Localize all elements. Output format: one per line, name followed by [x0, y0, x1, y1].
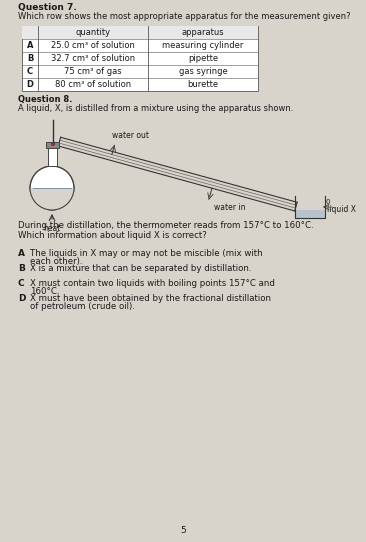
Circle shape [30, 166, 74, 210]
Text: pipette: pipette [188, 54, 218, 63]
Text: of petroleum (crude oil).: of petroleum (crude oil). [30, 302, 135, 311]
Text: A liquid, X, is distilled from a mixture using the apparatus shown.: A liquid, X, is distilled from a mixture… [18, 104, 294, 113]
Text: Question 7.: Question 7. [18, 3, 77, 12]
Bar [45, 142, 59, 148]
Text: 32.7 cm³ of solution: 32.7 cm³ of solution [51, 54, 135, 63]
Text: Question 8.: Question 8. [18, 95, 72, 104]
Text: 160°C.: 160°C. [30, 287, 60, 296]
Text: The liquids in X may or may not be miscible (mix with: The liquids in X may or may not be misci… [30, 249, 263, 258]
Text: burette: burette [187, 80, 219, 89]
Bar [295, 210, 325, 218]
Text: gas syringe: gas syringe [179, 67, 227, 76]
Text: heat: heat [43, 224, 61, 233]
Text: 0: 0 [326, 199, 330, 205]
Text: 25.0 cm³ of solution: 25.0 cm³ of solution [51, 41, 135, 50]
Text: A: A [18, 249, 25, 258]
Text: X is a mixture that can be separated by distillation.: X is a mixture that can be separated by … [30, 264, 251, 273]
Text: water out: water out [112, 131, 149, 140]
Bar [22, 26, 258, 39]
Circle shape [52, 143, 55, 145]
Text: 5: 5 [180, 526, 186, 535]
Text: C: C [18, 279, 25, 288]
Text: D: D [18, 294, 26, 303]
Text: A: A [27, 41, 33, 50]
Text: X must have been obtained by the fractional distillation: X must have been obtained by the fractio… [30, 294, 271, 303]
Text: quantity: quantity [75, 28, 111, 37]
Bar [48, 148, 56, 166]
Text: Which information about liquid X is correct?: Which information about liquid X is corr… [18, 231, 207, 240]
Text: water in: water in [214, 203, 245, 212]
Text: X must contain two liquids with boiling points 157°C and: X must contain two liquids with boiling … [30, 279, 275, 288]
Text: Which row shows the most appropriate apparatus for the measurement given?: Which row shows the most appropriate app… [18, 12, 351, 21]
Text: C: C [27, 67, 33, 76]
Text: B: B [18, 264, 25, 273]
Text: liquid X: liquid X [327, 204, 356, 214]
Text: B: B [27, 54, 33, 63]
Circle shape [33, 169, 71, 207]
Text: measuring cylinder: measuring cylinder [162, 41, 244, 50]
Text: During the distillation, the thermometer reads from 157°C to 160°C.: During the distillation, the thermometer… [18, 221, 314, 230]
Text: each other).: each other). [30, 257, 82, 266]
Bar [30, 188, 74, 210]
Text: D: D [26, 80, 34, 89]
Text: 75 cm³ of gas: 75 cm³ of gas [64, 67, 122, 76]
Text: apparatus: apparatus [182, 28, 224, 37]
Text: 80 cm³ of solution: 80 cm³ of solution [55, 80, 131, 89]
Bar [22, 26, 258, 91]
